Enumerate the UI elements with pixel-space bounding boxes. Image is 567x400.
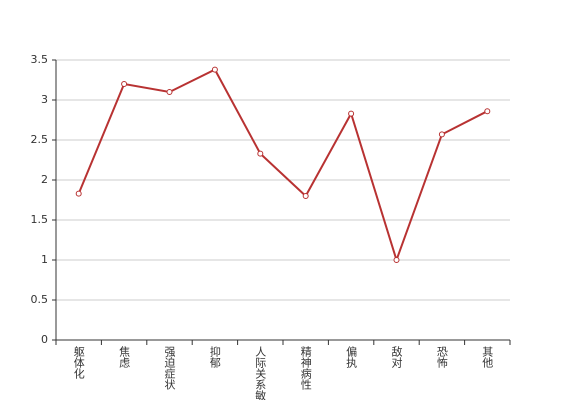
x-tick-label: 精神病性 <box>299 346 312 391</box>
x-tick-label: 偏执 <box>345 345 358 369</box>
point <box>211 66 218 73</box>
point <box>166 89 173 95</box>
x-tick-label: 人际关系敏感 <box>254 346 267 400</box>
point <box>302 193 309 199</box>
y-tick-label: 2.5 <box>31 133 49 146</box>
point <box>121 81 128 87</box>
x-tick-label: 敌对 <box>390 345 403 368</box>
y-tick-label: 1 <box>41 253 48 266</box>
x-tick-label: 躯体化 <box>72 346 85 380</box>
x-tick-label: 其他 <box>481 346 494 368</box>
y-tick-label: 0.5 <box>31 293 49 306</box>
x-tick-label: 强迫症状 <box>163 346 176 390</box>
point <box>438 131 445 138</box>
x-tick-label: 恐怖 <box>435 346 448 368</box>
line <box>77 68 488 264</box>
y-tick-label: 1.5 <box>31 213 49 226</box>
y-tick-label: 3.5 <box>31 53 49 66</box>
y-tick-label: 0 <box>41 333 48 346</box>
point <box>393 257 400 263</box>
point <box>257 150 264 157</box>
point <box>348 110 355 117</box>
y-tick-label: 3 <box>41 93 48 106</box>
y-tick-label: 2 <box>41 173 48 186</box>
point <box>75 190 82 197</box>
x-tick-label: 焦虑 <box>118 346 131 368</box>
x-tick-label: 抑郁 <box>208 345 221 368</box>
point <box>484 108 491 115</box>
